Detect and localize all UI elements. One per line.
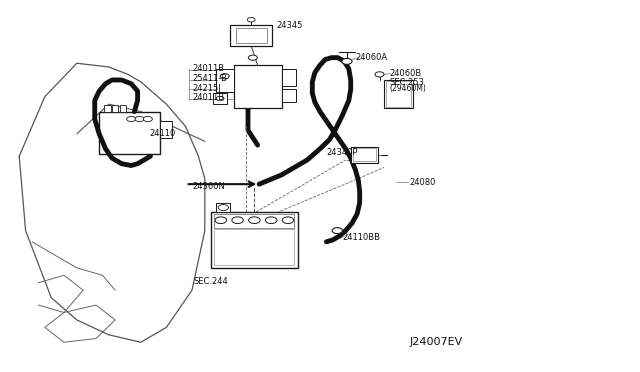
Text: 24060A: 24060A bbox=[355, 53, 387, 62]
Bar bbox=[351, 147, 378, 163]
Text: 24011B: 24011B bbox=[192, 64, 224, 73]
Circle shape bbox=[332, 228, 342, 234]
Bar bbox=[386, 81, 411, 107]
Circle shape bbox=[127, 116, 136, 122]
Text: 24080: 24080 bbox=[410, 178, 436, 187]
Bar bbox=[230, 25, 272, 46]
Circle shape bbox=[218, 205, 228, 211]
Circle shape bbox=[135, 116, 144, 122]
Circle shape bbox=[249, 217, 260, 224]
Circle shape bbox=[220, 74, 229, 79]
Bar bbox=[353, 148, 376, 161]
Circle shape bbox=[248, 55, 257, 60]
Text: 24345: 24345 bbox=[276, 21, 303, 30]
Bar bbox=[282, 69, 296, 86]
Text: 24360N: 24360N bbox=[192, 182, 225, 190]
Text: 24110BB: 24110BB bbox=[342, 233, 380, 242]
Circle shape bbox=[266, 217, 277, 224]
Bar bbox=[216, 69, 234, 92]
Bar bbox=[214, 214, 294, 228]
Bar bbox=[213, 93, 227, 104]
Bar bbox=[282, 89, 296, 102]
Text: SEC.253: SEC.253 bbox=[389, 78, 424, 87]
Text: SEC.244: SEC.244 bbox=[193, 277, 228, 286]
Text: 24110: 24110 bbox=[150, 129, 176, 138]
Bar bbox=[104, 105, 111, 112]
Bar bbox=[234, 65, 282, 108]
Text: 24340P: 24340P bbox=[326, 148, 358, 157]
Circle shape bbox=[342, 58, 352, 64]
Circle shape bbox=[215, 217, 227, 224]
Text: (29460M): (29460M) bbox=[389, 84, 426, 93]
Text: 24060B: 24060B bbox=[389, 69, 421, 78]
Bar bbox=[120, 105, 126, 112]
Circle shape bbox=[282, 217, 294, 224]
Bar bbox=[236, 28, 267, 43]
Bar bbox=[99, 112, 160, 154]
Circle shape bbox=[247, 17, 255, 22]
Circle shape bbox=[216, 96, 224, 101]
Bar bbox=[214, 229, 294, 265]
Text: 25411-B: 25411-B bbox=[192, 74, 227, 83]
Bar bbox=[216, 203, 230, 212]
Bar bbox=[160, 121, 172, 138]
Bar bbox=[211, 212, 298, 268]
Bar bbox=[384, 80, 413, 108]
Circle shape bbox=[143, 116, 152, 122]
Text: 24215J: 24215J bbox=[192, 84, 221, 93]
Bar bbox=[112, 105, 118, 112]
Circle shape bbox=[375, 72, 384, 77]
Text: J24007EV: J24007EV bbox=[410, 337, 463, 347]
Circle shape bbox=[232, 217, 243, 224]
Text: 24011B: 24011B bbox=[192, 93, 224, 102]
